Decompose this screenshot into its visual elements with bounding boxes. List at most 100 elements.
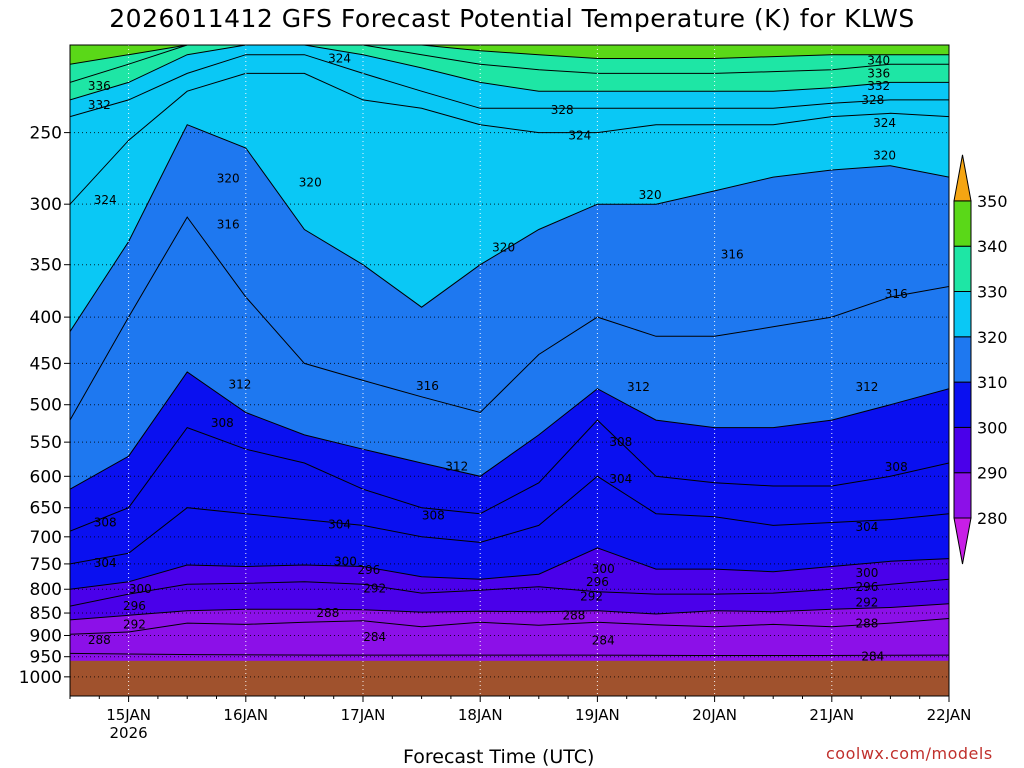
x-tick-label-19: 19JAN bbox=[575, 706, 620, 724]
contour-label: 296 bbox=[123, 599, 146, 613]
contour-label: 300 bbox=[334, 554, 357, 568]
contour-label: 324 bbox=[873, 116, 896, 130]
contour-284 bbox=[70, 652, 949, 656]
contour-label: 300 bbox=[592, 562, 615, 576]
contour-312 bbox=[70, 371, 949, 490]
y-tick-label-650: 650 bbox=[30, 499, 62, 519]
contour-label: 320 bbox=[492, 241, 515, 255]
contour-label: 332 bbox=[88, 98, 111, 112]
x-tick-label-22: 22JAN bbox=[927, 706, 972, 724]
contour-label: 312 bbox=[445, 459, 468, 473]
y-tick-label-950: 950 bbox=[30, 648, 62, 668]
contour-label: 336 bbox=[867, 66, 890, 80]
contour-label: 316 bbox=[416, 379, 439, 393]
contour-label: 300 bbox=[856, 566, 879, 580]
contour-label: 296 bbox=[856, 580, 879, 594]
contour-328 bbox=[70, 54, 949, 118]
x-tick-label-20: 20JAN bbox=[692, 706, 737, 724]
colorbar-box-330 bbox=[953, 245, 972, 292]
contour-288 bbox=[70, 618, 949, 635]
chart-title: 2026011412 GFS Forecast Potential Temper… bbox=[109, 4, 915, 33]
contour-label: 288 bbox=[316, 606, 339, 620]
contour-label: 288 bbox=[88, 633, 111, 647]
contour-label: 312 bbox=[856, 380, 879, 394]
colorbar-box-340 bbox=[953, 200, 972, 247]
y-tick-label-750: 750 bbox=[30, 555, 62, 575]
contour-340 bbox=[70, 45, 949, 65]
contour-label: 296 bbox=[586, 575, 609, 589]
x-axis-label: Forecast Time (UTC) bbox=[403, 746, 595, 768]
y-tick-label-1000: 1000 bbox=[19, 668, 62, 688]
contour-label: 308 bbox=[422, 508, 445, 522]
contour-316 bbox=[70, 216, 949, 421]
contour-label: 308 bbox=[885, 460, 908, 474]
colorbar-label-300: 300 bbox=[977, 418, 1008, 437]
contour-304 bbox=[70, 475, 949, 565]
band-340 bbox=[70, 45, 949, 65]
contour-label: 328 bbox=[551, 103, 574, 117]
colorbar-label-350: 350 bbox=[977, 192, 1008, 211]
contour-label: 320 bbox=[639, 188, 662, 202]
contour-label: 320 bbox=[873, 148, 896, 162]
contour-label: 288 bbox=[563, 608, 586, 622]
contour-308 bbox=[70, 419, 949, 532]
ground-surface bbox=[70, 660, 949, 696]
contour-label: 336 bbox=[88, 79, 111, 93]
contour-332 bbox=[70, 45, 949, 101]
contour-label: 320 bbox=[217, 171, 240, 185]
contour-label: 284 bbox=[363, 630, 386, 644]
colorbar-bottom-arrow bbox=[953, 517, 972, 565]
colorbar-label-280: 280 bbox=[977, 509, 1008, 528]
y-tick-label-700: 700 bbox=[30, 528, 62, 548]
x-tick-label-17: 17JAN bbox=[341, 706, 386, 724]
colorbar-label-290: 290 bbox=[977, 464, 1008, 483]
colorbar-box-290 bbox=[953, 426, 972, 474]
y-tick-label-400: 400 bbox=[30, 308, 62, 328]
contour-label: 292 bbox=[580, 590, 603, 604]
contour-label: 308 bbox=[609, 435, 632, 449]
contour-label: 308 bbox=[211, 416, 234, 430]
contour-label: 316 bbox=[885, 287, 908, 301]
y-tick-label-450: 450 bbox=[30, 354, 62, 374]
contour-label: 324 bbox=[568, 129, 591, 143]
contour-label: 296 bbox=[357, 563, 380, 577]
contour-label: 292 bbox=[123, 617, 146, 631]
x-tick-label-15: 15JAN bbox=[106, 706, 151, 724]
colorbar-label-310: 310 bbox=[977, 373, 1008, 392]
contour-296 bbox=[70, 578, 949, 607]
contour-292 bbox=[70, 603, 949, 621]
contour-label: 292 bbox=[363, 581, 386, 595]
contour-label: 304 bbox=[328, 517, 351, 531]
y-tick-label-900: 900 bbox=[30, 626, 62, 646]
contour-320 bbox=[70, 124, 949, 332]
contour-label: 288 bbox=[856, 617, 879, 631]
y-tick-label-300: 300 bbox=[30, 195, 62, 215]
y-tick-label-500: 500 bbox=[30, 396, 62, 416]
colorbar-label-330: 330 bbox=[977, 283, 1008, 302]
x-tick-label-16: 16JAN bbox=[223, 706, 268, 724]
contour-336 bbox=[70, 45, 949, 83]
contour-label: 324 bbox=[94, 193, 117, 207]
y-tick-label-800: 800 bbox=[30, 580, 62, 600]
contour-label: 316 bbox=[721, 247, 744, 261]
y-tick-label-350: 350 bbox=[30, 256, 62, 276]
contour-label: 328 bbox=[861, 93, 884, 107]
x-tick-label-21: 21JAN bbox=[809, 706, 854, 724]
contour-300 bbox=[70, 547, 949, 590]
x-tick-label-18: 18JAN bbox=[458, 706, 503, 724]
contour-label: 320 bbox=[299, 176, 322, 190]
colorbar-top-arrow bbox=[953, 154, 972, 202]
contour-label: 304 bbox=[856, 520, 879, 534]
contour-label: 284 bbox=[592, 634, 615, 648]
contour-label: 340 bbox=[867, 53, 890, 67]
colorbar-label-340: 340 bbox=[977, 237, 1008, 256]
colorbar-box-280 bbox=[953, 472, 972, 519]
colorbar-box-320 bbox=[953, 291, 972, 338]
contour-label: 324 bbox=[328, 52, 351, 66]
contour-324 bbox=[70, 72, 949, 205]
contour-label: 316 bbox=[217, 218, 240, 232]
credit-text: coolwx.com/models bbox=[826, 744, 993, 763]
y-tick-label-850: 850 bbox=[30, 604, 62, 624]
y-tick-label-600: 600 bbox=[30, 467, 62, 487]
